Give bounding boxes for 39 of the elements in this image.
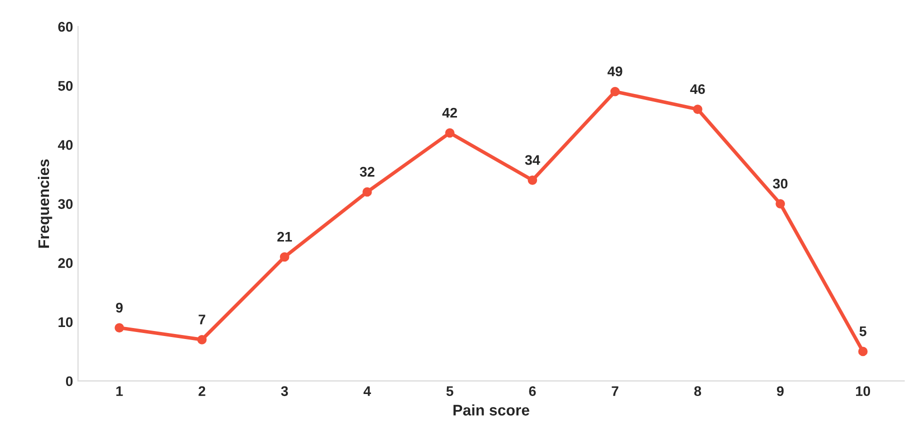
x-tick-label: 7 xyxy=(612,386,618,396)
data-label: 9 xyxy=(116,302,123,313)
y-tick-label: 20 xyxy=(58,258,73,268)
x-tick-label: 6 xyxy=(529,386,536,396)
data-label: 5 xyxy=(859,326,866,336)
x-tick-label: 2 xyxy=(198,386,206,396)
data-label: 30 xyxy=(772,178,788,189)
x-tick-label: 3 xyxy=(281,386,288,396)
x-tick-label: 1 xyxy=(116,386,123,396)
y-tick-label: 40 xyxy=(58,140,73,150)
x-tick-label: 4 xyxy=(364,386,371,396)
point xyxy=(610,86,620,96)
y-tick-label: 60 xyxy=(58,22,73,32)
data-label: 49 xyxy=(608,66,622,76)
data-label: 32 xyxy=(360,166,374,177)
data-label: 34 xyxy=(525,155,540,165)
point xyxy=(692,104,702,114)
data-label: 21 xyxy=(277,232,292,242)
point xyxy=(114,323,124,333)
y-tick-label: 0 xyxy=(66,376,73,386)
x-tick-label: 5 xyxy=(446,386,454,396)
point xyxy=(858,346,868,356)
point xyxy=(528,175,538,185)
y-tick-label: 30 xyxy=(58,199,73,209)
x-tick-label: 9 xyxy=(776,386,784,396)
y-tick-label: 10 xyxy=(58,317,73,328)
x-axis-title: Pain score xyxy=(454,404,530,416)
x-tick-label: 10 xyxy=(856,386,870,396)
point xyxy=(197,334,207,344)
x-tick-label: 8 xyxy=(694,386,702,396)
data-label: 7 xyxy=(198,314,206,324)
y-tick-label: 50 xyxy=(58,80,73,91)
point xyxy=(776,199,785,208)
point xyxy=(280,252,290,262)
point xyxy=(362,187,372,197)
point xyxy=(445,128,455,138)
data-label: 42 xyxy=(442,108,457,118)
data-label: 46 xyxy=(690,84,705,94)
y-axis-title: Frequencies xyxy=(38,159,52,248)
